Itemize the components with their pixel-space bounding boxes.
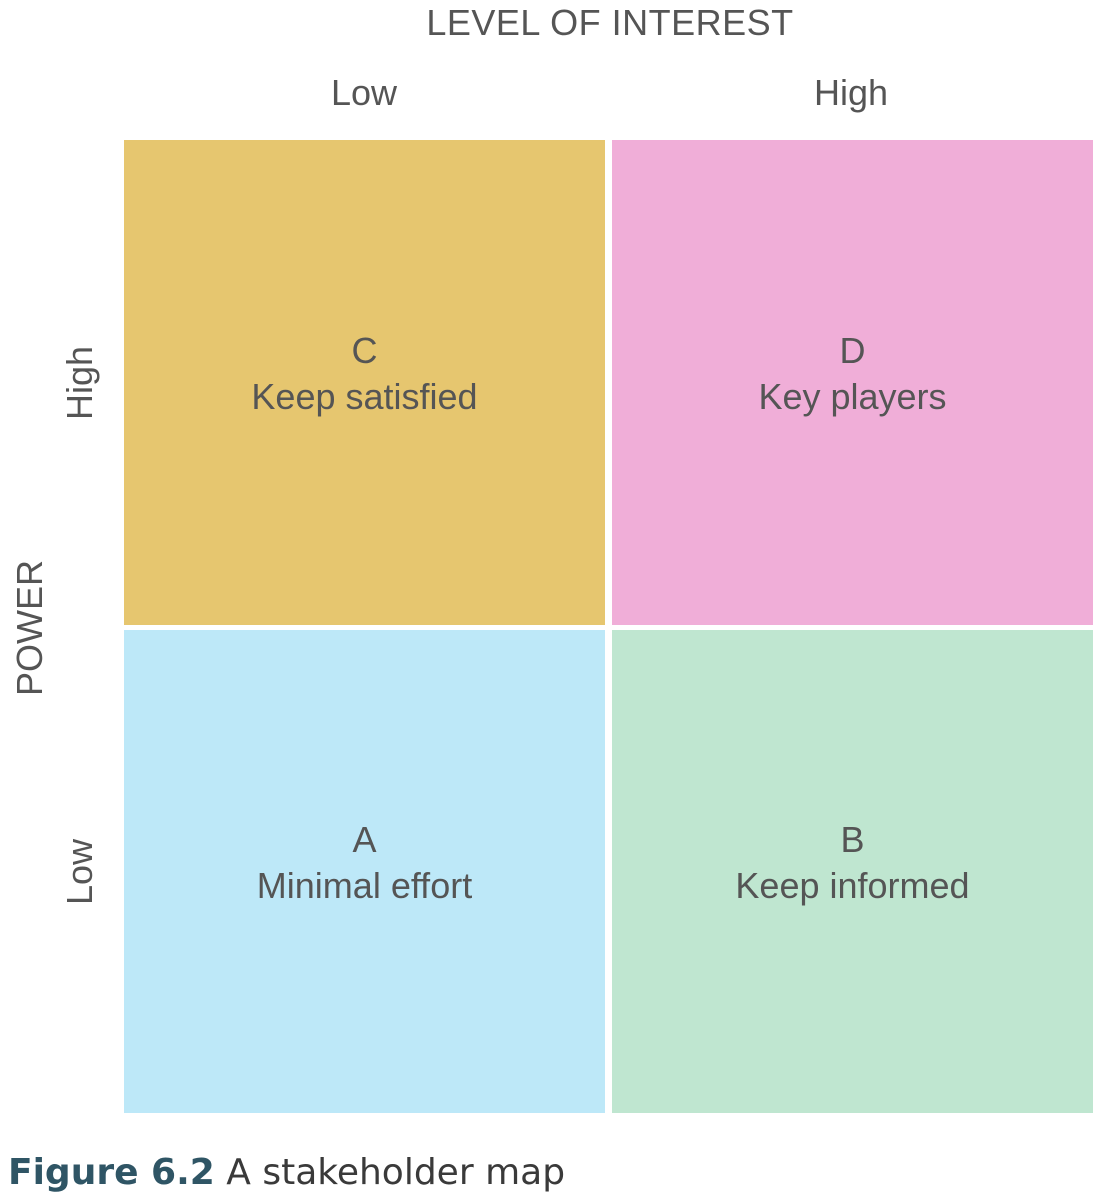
interest-high-label: High [813,72,889,113]
figure-caption: Figure 6.2 A stakeholder map [8,1152,565,1193]
interest-axis-title: LEVEL OF INTEREST [426,2,794,43]
quadrant-b-text: Keep informed [735,864,970,906]
figure-number: Figure 6.2 [8,1152,215,1193]
quadrant-d-letter: D [839,329,866,371]
quadrant-c-text: Keep satisfied [251,375,478,417]
quadrant-a-text: Minimal effort [256,864,473,906]
quadrant-c-letter: C [351,329,378,371]
quadrant-keep-informed: B Keep informed [612,630,1093,1113]
quadrant-minimal-effort: A Minimal effort [124,630,605,1113]
power-high-label: High [59,345,100,421]
figure-caption-text: A stakeholder map [226,1152,566,1193]
power-axis-title: POWER [9,559,50,697]
quadrant-b-letter: B [840,818,865,860]
quadrant-keep-satisfied: C Keep satisfied [124,140,605,625]
interest-low-label: Low [330,72,398,113]
power-low-label: Low [59,838,100,906]
quadrant-a-letter: A [352,818,377,860]
quadrant-d-text: Key players [758,375,947,417]
quadrant-key-players: D Key players [612,140,1093,625]
